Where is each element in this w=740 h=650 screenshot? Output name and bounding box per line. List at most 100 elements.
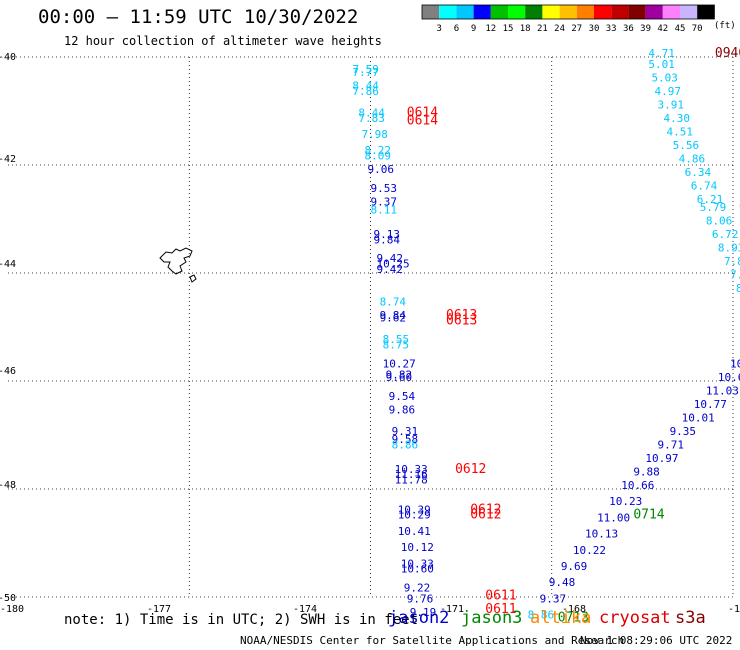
- wave-height-label: 9.42: [377, 252, 404, 265]
- wave-height-label: 8.86: [528, 609, 555, 622]
- pass-time-label: 0713: [558, 610, 589, 625]
- pass-time-label: 0940: [715, 46, 740, 61]
- footer-note: note: 1) Time is in UTC; 2) SWH is in fe…: [64, 612, 419, 628]
- wave-height-label: 10.22: [573, 544, 606, 557]
- color-scale-label: 15: [503, 24, 514, 34]
- wave-height-label: 8.44: [352, 79, 379, 92]
- y-tick-label: -42: [0, 154, 16, 165]
- wave-height-label: 10.27: [383, 358, 416, 371]
- footer-credit: NOAA/NESDIS Center for Satellite Applica…: [240, 634, 625, 647]
- color-swatch: [508, 5, 526, 19]
- wave-height-label: 9.58: [392, 433, 419, 446]
- color-swatch: [559, 5, 577, 19]
- wave-height-label: 7.59: [352, 63, 379, 76]
- wave-height-label: 4.86: [679, 152, 706, 165]
- footer-timestamp: Nov 1 08:29:06 UTC 2022: [580, 634, 733, 647]
- wave-height-label: 5.03: [651, 71, 678, 84]
- chart-subtitle: 12 hour collection of altimeter wave hei…: [64, 34, 382, 48]
- wave-height-label: 10.33: [395, 463, 428, 476]
- wave-height-label: 8.11: [371, 204, 398, 217]
- wave-height-label: 7.84: [724, 255, 740, 268]
- color-swatch: [645, 5, 663, 19]
- color-scale-label: 70: [692, 24, 703, 34]
- wave-height-label: 5.56: [673, 139, 700, 152]
- wave-height-label: 9.37: [371, 196, 398, 209]
- wave-height-label: 4.71: [648, 47, 675, 60]
- wave-height-label: 6.72: [712, 228, 739, 241]
- wave-height-label: 5.01: [648, 58, 675, 71]
- y-tick-label: -40: [0, 52, 16, 63]
- color-scale-label: 33: [606, 24, 617, 34]
- wave-height-label: 9.84: [374, 233, 401, 246]
- wave-height-label: 10.39: [398, 503, 431, 516]
- wave-height-label: 10.23: [609, 495, 642, 508]
- x-tick-label: -16: [728, 604, 740, 615]
- wave-height-label: 9.60: [386, 371, 413, 384]
- color-swatch: [473, 5, 491, 19]
- wave-height-label: 4.51: [667, 125, 694, 138]
- wave-height-label: 9.48: [549, 576, 576, 589]
- wave-height-label: 9.13: [374, 228, 401, 241]
- wave-height-label: 9.35: [670, 425, 697, 438]
- color-scale-label: 18: [520, 24, 531, 34]
- x-tick-label: -177: [147, 604, 171, 615]
- color-swatch: [456, 5, 474, 19]
- wave-height-label: 9.86: [389, 403, 416, 416]
- wave-height-label: 9.62: [380, 312, 407, 325]
- wave-height-label: 6.74: [691, 179, 718, 192]
- color-swatch: [628, 5, 646, 19]
- pass-time-label: 0614: [407, 105, 438, 120]
- wave-height-label: 8.55: [383, 333, 410, 346]
- wave-height-label: 11.03: [706, 385, 739, 398]
- wave-height-label: 8.74: [380, 295, 407, 308]
- y-tick-label: -44: [0, 259, 16, 270]
- wave-height-label: 10.13: [585, 528, 618, 541]
- wave-height-label: 10.41: [398, 525, 431, 538]
- color-scale-label: 24: [554, 24, 565, 34]
- wave-height-label: 10.25: [377, 258, 410, 271]
- wave-height-label: 10.60: [401, 563, 434, 576]
- wave-height-label: 10.01: [682, 412, 715, 425]
- x-tick-label: -168: [562, 604, 586, 615]
- wave-height-label: 9.31: [392, 425, 419, 438]
- wave-height-label: 8.06: [706, 214, 733, 227]
- wave-height-label: 6.34: [685, 166, 712, 179]
- wave-height-label: 9.19: [410, 606, 437, 619]
- color-scale-border: [421, 4, 715, 20]
- wave-height-label: 7.77: [352, 66, 379, 79]
- wave-height-label: 9.84: [380, 309, 407, 322]
- wave-height-label: 9.82: [386, 368, 413, 381]
- wave-height-label: 7.98: [361, 128, 388, 141]
- wave-height-label: 8.44: [358, 106, 385, 119]
- wave-height-label: 7.86: [352, 85, 379, 98]
- color-scale-unit: (ft): [714, 21, 736, 31]
- wave-height-label: 10.33: [401, 557, 434, 570]
- color-swatch: [576, 5, 594, 19]
- color-swatch: [594, 5, 612, 19]
- wave-height-label: 10.29: [398, 509, 431, 522]
- wave-height-label: 9.42: [377, 263, 404, 276]
- color-scale-label: 9: [471, 24, 476, 34]
- pass-time-label: 0613: [446, 308, 477, 323]
- color-swatch: [680, 5, 698, 19]
- wave-height-label: 7.26: [730, 268, 740, 281]
- pass-time-label: 0611: [485, 589, 516, 604]
- pass-time-label: 0612: [470, 508, 501, 523]
- wave-height-label: 10.66: [621, 479, 654, 492]
- wave-height-label: 9.69: [561, 560, 588, 573]
- x-tick-label: -171: [440, 604, 464, 615]
- wave-height-label: 8.09: [364, 150, 391, 163]
- color-scale-label: 39: [640, 24, 651, 34]
- legend-cryosat: cryosat: [599, 608, 671, 628]
- wave-height-label: 3.91: [657, 98, 684, 111]
- color-swatch: [662, 5, 680, 19]
- wave-height-label: 4.30: [664, 112, 691, 125]
- wave-height-label: 10.63: [718, 371, 740, 384]
- pass-time-label: 0714: [633, 508, 664, 523]
- chart-title: 00:00 – 11:59 UTC 10/30/2022: [38, 6, 359, 28]
- wave-height-label: 9.54: [389, 390, 416, 403]
- wave-height-label: 9.37: [540, 592, 567, 605]
- wave-height-label: 9.22: [404, 582, 431, 595]
- wave-height-label: 9.06: [367, 163, 394, 176]
